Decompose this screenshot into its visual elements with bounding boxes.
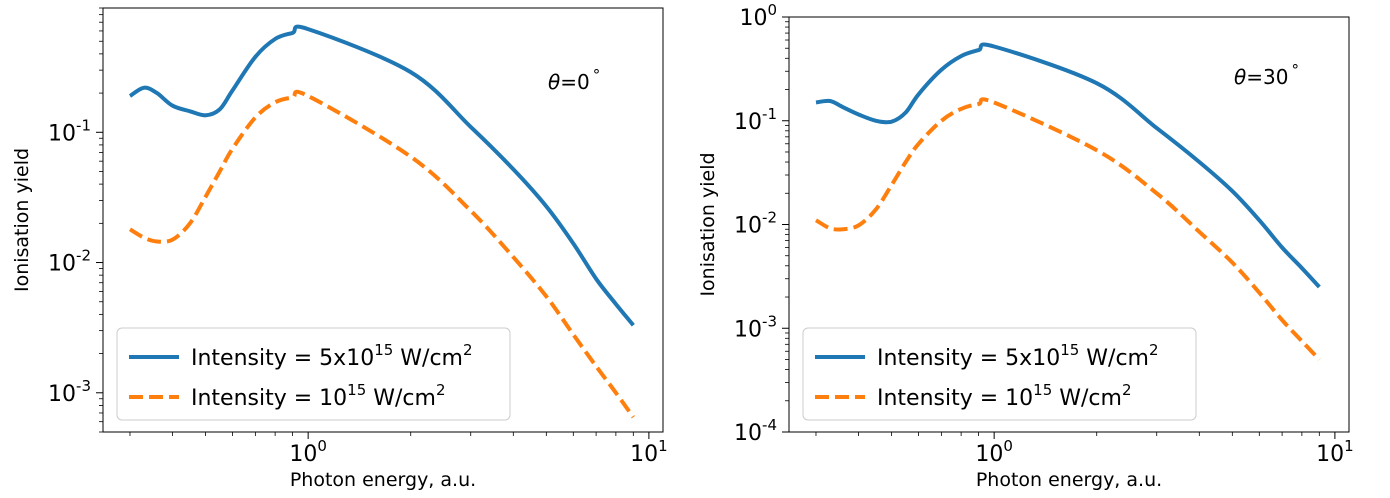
- legend-frame: [116, 327, 511, 421]
- axes-frame: [102, 7, 664, 433]
- series-line: [814, 97, 1321, 361]
- y-tick-label: 10-1: [734, 105, 777, 135]
- legend: Intensity = 5x1015 W/cm2 Intensity = 1015…: [802, 327, 1197, 421]
- legend-label: Intensity = 1015 W/cm2: [877, 381, 1132, 411]
- x-axis-label: Photon energy, a.u.: [976, 469, 1162, 491]
- y-axis-label: Ionisation yield: [11, 148, 33, 292]
- legend-label: Intensity = 5x1015 W/cm2: [191, 341, 473, 371]
- legend: Intensity = 5x1015 W/cm2 Intensity = 1015…: [116, 327, 511, 421]
- y-tick-label: 10-3: [48, 377, 91, 407]
- y-tick-label: 10-1: [48, 116, 91, 146]
- y-tick-label: 100: [739, 1, 777, 31]
- legend-frame: [802, 327, 1197, 421]
- x-tick-label: 101: [630, 437, 668, 467]
- y-tick-label: 10-3: [734, 312, 777, 342]
- legend-label: Intensity = 5x1015 W/cm2: [877, 341, 1159, 371]
- series-line: [815, 42, 1321, 289]
- y-tick-label: 10-2: [734, 209, 777, 239]
- angle-annotation: θ=30 °: [1234, 61, 1299, 89]
- legend-label: Intensity = 1015 W/cm2: [191, 381, 446, 411]
- x-tick-label: 100: [975, 437, 1013, 467]
- x-tick-label: 100: [289, 437, 327, 467]
- y-tick-label: 10-4: [734, 416, 777, 446]
- y-tick-label: 10-2: [48, 247, 91, 277]
- x-axis-label: Photon energy, a.u.: [290, 469, 476, 491]
- x-tick-label: 101: [1316, 437, 1354, 467]
- series-line: [128, 24, 635, 327]
- angle-annotation: θ=0 °: [548, 66, 600, 94]
- chart-left: 100 101 10-3 10-2 10-1 Photon energy, a.u. Ion…: [11, 7, 668, 491]
- y-axis-label: Ionisation yield: [697, 152, 719, 296]
- series-line: [128, 89, 635, 419]
